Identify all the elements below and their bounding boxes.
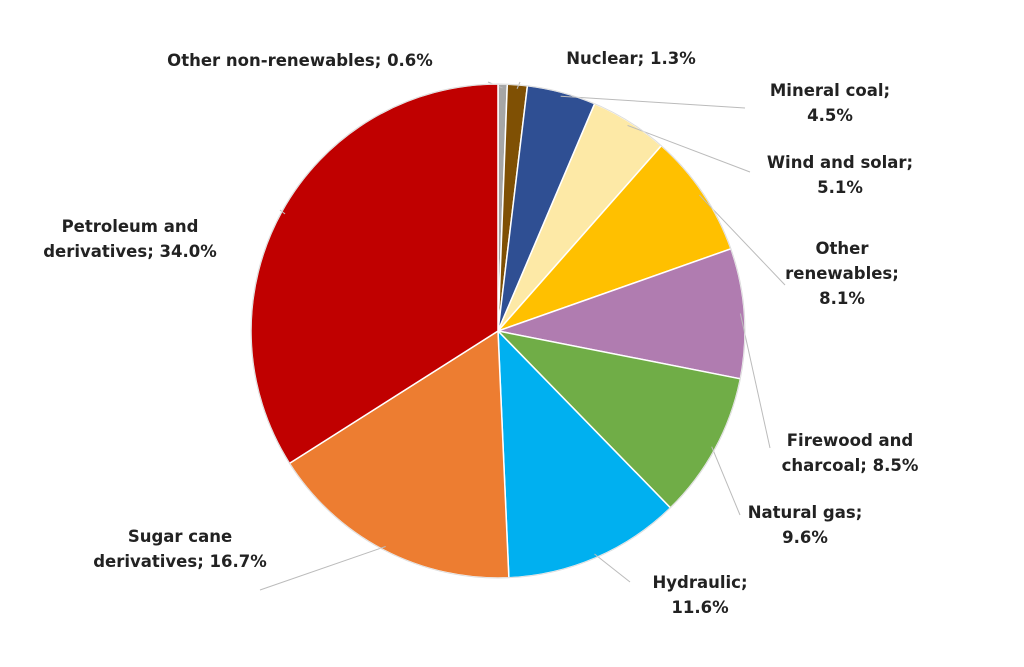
value-label: 16.7%	[209, 552, 267, 571]
value-label: 1.3%	[650, 49, 696, 68]
leader-line	[259, 545, 386, 591]
category-label: Firewood and charcoal;	[781, 431, 914, 475]
slice-label: Wind and solar; 5.1%	[760, 150, 920, 200]
slice-label: Petroleum and derivatives; 34.0%	[40, 214, 220, 264]
leader-line	[594, 553, 631, 583]
slice-label: Firewood and charcoal; 8.5%	[770, 428, 930, 478]
slice-label: Natural gas; 9.6%	[740, 500, 870, 550]
value-label: 34.0%	[159, 242, 217, 261]
category-label: Other renewables;	[785, 239, 899, 283]
category-label: Mineral coal;	[769, 81, 891, 100]
slice-label: Other non-renewables; 0.6%	[150, 48, 450, 73]
leader-line	[516, 81, 521, 89]
slice-label: Mineral coal; 4.5%	[760, 78, 900, 128]
value-label: 0.6%	[387, 51, 433, 70]
value-label: 9.6%	[782, 528, 828, 547]
category-label: Natural gas;	[747, 503, 863, 522]
leader-line	[279, 209, 286, 215]
leader-line	[560, 95, 746, 109]
value-label: 4.5%	[807, 106, 853, 125]
leader-line	[711, 446, 741, 516]
pie-outline	[250, 83, 746, 579]
category-label: Other non-renewables;	[167, 51, 382, 70]
leader-line	[627, 124, 751, 173]
value-label: 11.6%	[671, 598, 729, 617]
category-label: Sugar cane derivatives;	[93, 527, 233, 571]
category-label: Hydraulic;	[652, 573, 748, 592]
value-label: 8.5%	[872, 456, 919, 475]
category-label: Wind and solar;	[766, 153, 914, 172]
category-label: Nuclear;	[566, 49, 645, 68]
slice-label: Hydraulic; 11.6%	[640, 570, 760, 620]
value-label: 5.1%	[817, 178, 863, 197]
slice-label: Sugar cane derivatives; 16.7%	[80, 524, 280, 574]
slice-label: Nuclear; 1.3%	[556, 46, 706, 71]
value-label: 8.1%	[819, 289, 865, 308]
slice-label: Other renewables; 8.1%	[772, 236, 912, 311]
category-label: Petroleum and derivatives;	[43, 217, 199, 261]
